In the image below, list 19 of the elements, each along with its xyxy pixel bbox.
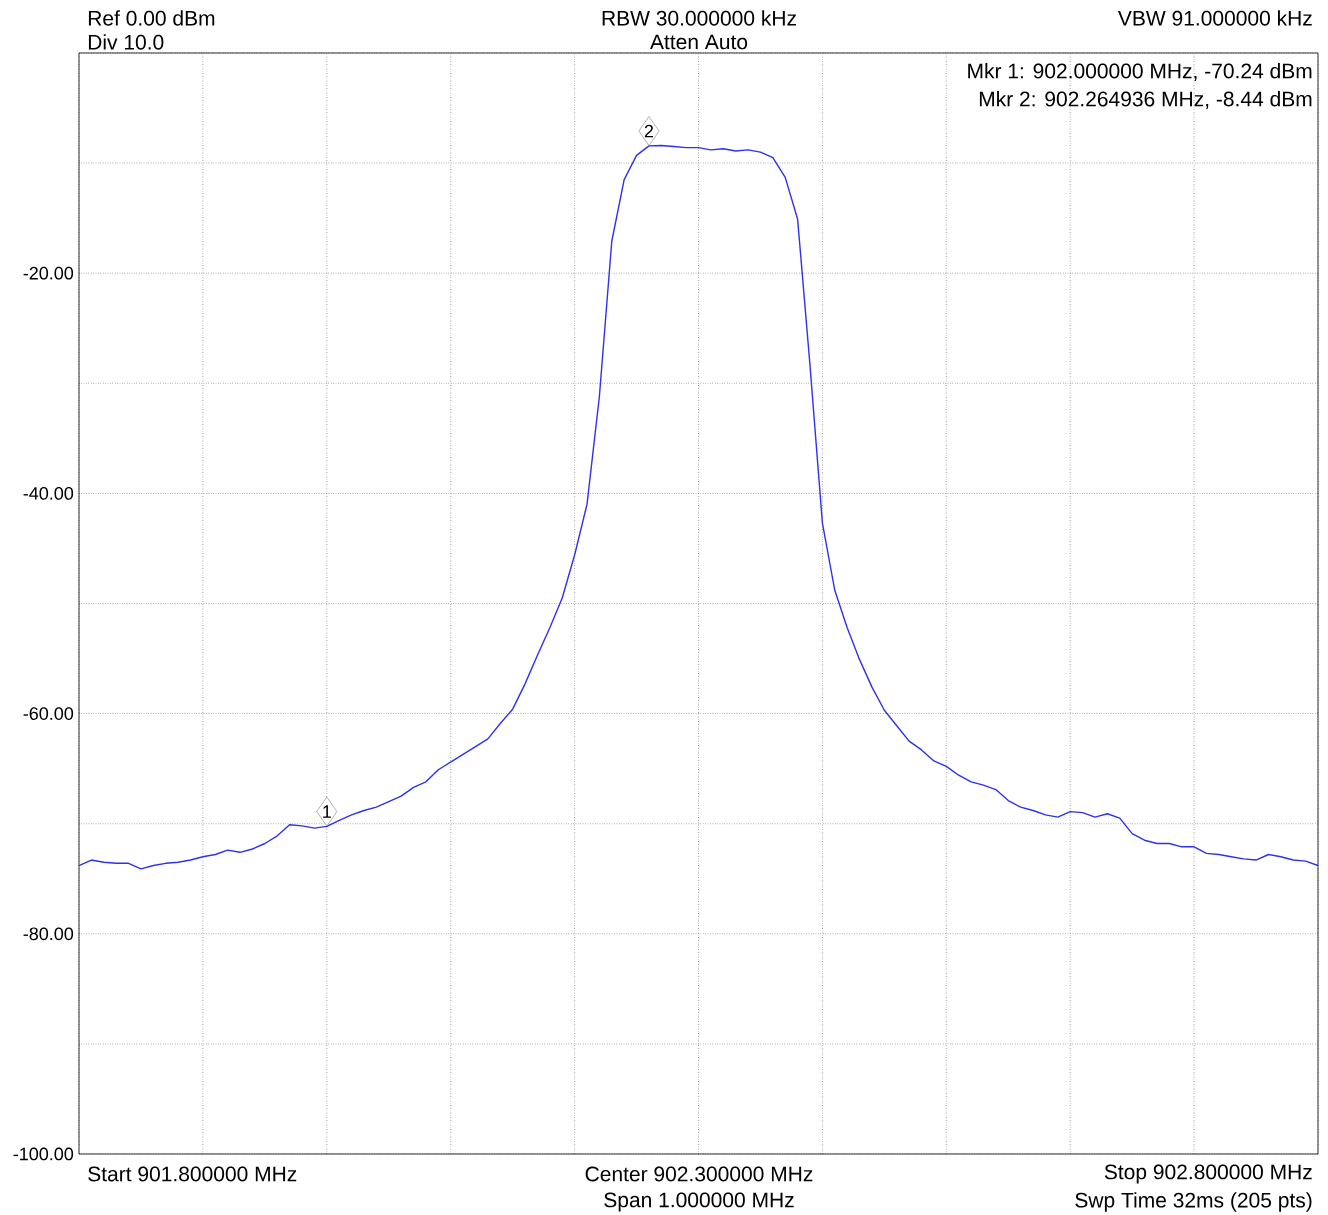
text: Start 901.800000 MHz xyxy=(88,1166,297,1182)
text: Div 10.0 xyxy=(88,34,164,50)
text: Stop 902.800000 MHz xyxy=(1104,1164,1312,1184)
y-tick-label: -80.00 xyxy=(23,927,74,941)
annotation: Mkr 2: 902.264936 MHz, -8.44 dBm xyxy=(979,91,1312,109)
y-tick-label: -40.00 xyxy=(23,487,74,500)
annotation: 1 xyxy=(323,805,331,818)
y-tick-label: -60.00 xyxy=(23,707,74,720)
y-tick-label: -100.00 xyxy=(13,1147,74,1161)
text: Center 902.300000 MHz xyxy=(585,1166,813,1182)
annotation: Mkr 1: 902.000000 MHz, -70.24 dBm xyxy=(968,63,1312,81)
y-tick-label: -20.00 xyxy=(23,266,74,280)
text: Swp Time 32ms (205 pts) xyxy=(1075,1192,1312,1212)
annotation: 2 xyxy=(644,124,654,138)
text: VBW 91.000000 kHz xyxy=(1117,10,1312,26)
text: Atten Auto xyxy=(650,34,748,50)
text: Span 1.000000 MHz xyxy=(604,1192,794,1212)
text: RBW 30.000000 kHz xyxy=(602,10,796,26)
text: Ref 0.00 dBm xyxy=(88,10,215,26)
